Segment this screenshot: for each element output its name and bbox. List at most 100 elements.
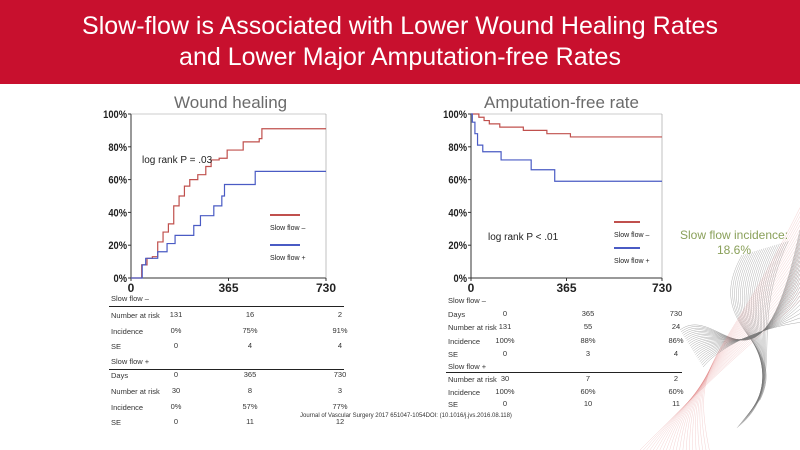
table-cell: 2 — [673, 374, 679, 383]
table-cell: 4 — [247, 341, 253, 350]
table-cell: 88% — [580, 336, 596, 345]
table-cell: 0 — [173, 370, 179, 379]
row-label: Number at risk — [111, 311, 160, 320]
legend-label: Slow flow + — [270, 255, 306, 262]
row-label: Incidence — [111, 403, 144, 412]
wave-line — [737, 241, 787, 427]
table-rule — [446, 372, 682, 373]
y-tick-label: 60% — [448, 175, 467, 187]
table-cell: 0% — [170, 326, 182, 335]
table-rule — [109, 369, 344, 370]
x-tick-label: 0 — [128, 281, 135, 295]
table-cell: 3 — [337, 386, 343, 395]
table-cell: 8 — [247, 386, 253, 395]
legend-label: Slow flow – — [270, 225, 306, 232]
table-cell: 75% — [242, 326, 258, 335]
table-cell: 7 — [585, 374, 591, 383]
wave-line — [699, 216, 800, 450]
table-cell: 730 — [333, 370, 347, 379]
chart-title-wound-healing: Wound healing — [174, 93, 288, 112]
y-tick-label: 40% — [448, 208, 467, 220]
table-cell: 2 — [337, 310, 343, 319]
legend-label: Slow flow + — [614, 258, 650, 265]
table-cell: 60% — [580, 387, 596, 396]
row-label: SE — [448, 400, 459, 409]
y-tick-label: 0% — [454, 273, 467, 285]
row-label: Number at risk — [448, 323, 497, 332]
y-tick-label: 0% — [114, 273, 127, 285]
group-label: Slow flow + — [111, 357, 150, 366]
wave-line — [653, 282, 800, 450]
log-rank-annotation: log rank P < .01 — [488, 232, 559, 243]
table-cell: 11 — [246, 417, 254, 426]
wave-line — [734, 253, 766, 403]
wave-line — [689, 233, 800, 450]
row-label: Incidence — [111, 327, 144, 336]
table-cell: 4 — [673, 349, 679, 358]
chart-title-amputation-free: Amputation-free rate — [484, 93, 639, 112]
row-label: SE — [111, 342, 122, 351]
legend-label: Slow flow – — [614, 232, 650, 239]
group-label: Slow flow + — [448, 362, 487, 371]
wave-line — [702, 322, 800, 368]
group-label: Slow flow – — [111, 294, 149, 303]
slide-title-line-2: and Lower Major Amputation-free Rates — [179, 43, 621, 71]
wave-line — [682, 242, 800, 450]
table-cell: 30 — [500, 374, 510, 383]
wave-line — [659, 273, 800, 450]
wave-line — [662, 269, 800, 450]
row-label: Incidence — [448, 388, 481, 397]
y-tick-label: 80% — [448, 142, 467, 154]
table-cell: 3 — [585, 349, 591, 358]
table-cell: 100% — [495, 387, 515, 396]
table-cell: 131 — [498, 322, 512, 331]
x-tick-label: 365 — [218, 281, 238, 295]
wave-line — [697, 220, 800, 450]
table-cell: 60% — [668, 387, 684, 396]
row-label: SE — [111, 418, 122, 427]
y-tick-label: 100% — [103, 109, 127, 121]
table-cell: 30 — [171, 386, 181, 395]
x-tick-label: 730 — [316, 281, 336, 295]
group-label: Slow flow – — [448, 296, 486, 305]
slow-flow-incidence-note: Slow flow incidence: 18.6% — [664, 228, 800, 258]
log-rank-annotation: log rank P = .03 — [142, 155, 213, 166]
table-cell: 12 — [335, 417, 345, 426]
wave-line — [701, 211, 800, 450]
x-tick-label: 0 — [468, 281, 475, 295]
incidence-value: 18.6% — [716, 243, 752, 257]
y-tick-label: 60% — [108, 175, 127, 187]
series-line-slow-flow-minus — [471, 113, 662, 138]
wave-line — [736, 241, 789, 428]
table-cell: 100% — [495, 336, 515, 345]
y-tick-label: 20% — [448, 241, 467, 253]
table-cell: 55 — [583, 322, 593, 331]
wave-line — [669, 260, 800, 450]
table-cell: 57% — [242, 402, 258, 411]
table-cell: 365 — [243, 370, 257, 379]
table-cell: 131 — [169, 310, 183, 319]
table-cell: 86% — [668, 336, 684, 345]
table-cell: 10 — [583, 399, 593, 408]
x-tick-label: 365 — [556, 281, 576, 295]
row-label: Days — [111, 371, 129, 380]
table-rule — [109, 306, 344, 307]
wave-line — [656, 277, 800, 450]
series-line-slow-flow-plus — [131, 170, 326, 279]
slide-title-line-1: Slow-flow is Associated with Lower Wound… — [82, 12, 718, 40]
row-label: Number at risk — [111, 387, 160, 396]
table-cell: 0% — [170, 402, 182, 411]
table-cell: 4 — [337, 341, 343, 350]
table-cell: 24 — [671, 322, 681, 331]
y-tick-label: 20% — [108, 241, 127, 253]
citation: Journal of Vascular Surgery 2017 651047-… — [300, 413, 512, 419]
table-cell: 0 — [173, 341, 179, 350]
row-label: SE — [448, 350, 459, 359]
wave-line — [666, 264, 800, 450]
incidence-label: Slow flow incidence: — [679, 228, 789, 242]
table-cell: 0 — [502, 399, 508, 408]
table-cell: 0 — [173, 417, 179, 426]
row-label: Number at risk — [448, 375, 497, 384]
